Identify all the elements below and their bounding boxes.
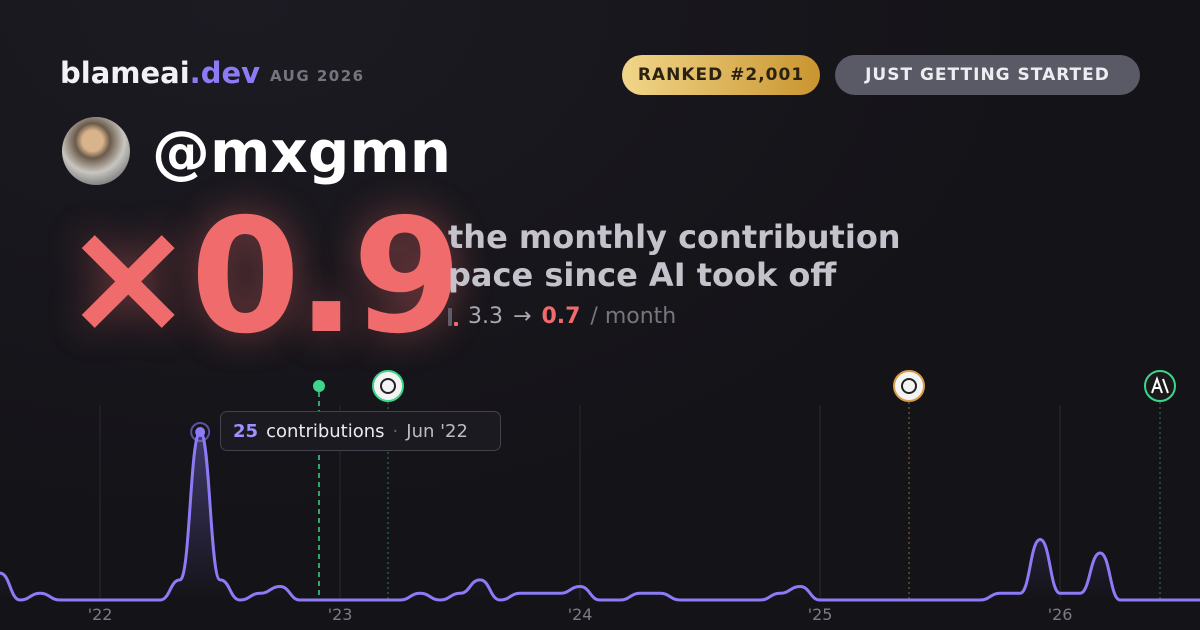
brand-name: blameai (60, 56, 190, 90)
x-tick-label: '24 (568, 605, 593, 624)
x-tick-label: '25 (808, 605, 833, 624)
openai-icon (372, 370, 404, 402)
pace-icon (448, 307, 458, 326)
anthropic-glyph (1151, 376, 1169, 394)
marker-dot (313, 380, 325, 392)
highlight-point (195, 427, 206, 437)
x-tick-label: '23 (328, 605, 353, 624)
date: AUG 2026 (270, 67, 365, 85)
brand-tld: .dev (189, 56, 261, 90)
tooltip-separator: · (392, 420, 399, 442)
brand: blameai.dev (60, 56, 260, 90)
status-badge: JUST GETTING STARTED (835, 55, 1140, 95)
avatar (62, 117, 130, 185)
line (0, 430, 1200, 602)
pace-after: 0.7 (541, 304, 581, 329)
description: the monthly contribution (448, 218, 901, 256)
openai-glyph (380, 378, 396, 394)
rank-badge: RANKED #2,001 (622, 55, 820, 95)
pace: 3.3 → 0.7 / month (448, 304, 676, 329)
multiplier: ×0.9 (62, 185, 462, 369)
pace-unit: / month (590, 304, 677, 329)
tooltip-label: contributions (266, 420, 385, 442)
tooltip-date: Jun '22 (406, 420, 468, 442)
pace-before: 3.3 (468, 304, 503, 329)
area (0, 432, 1200, 600)
handle: @mxgmn (152, 118, 452, 186)
tooltip: 25 contributions · Jun '22 (220, 411, 501, 451)
openai-glyph (901, 378, 917, 394)
description: pace since AI took off (448, 256, 837, 294)
x-tick-label: '26 (1048, 605, 1073, 624)
x-tick-label: '22 (88, 605, 113, 624)
openai-icon (893, 370, 925, 402)
event-markers (313, 370, 1176, 600)
highlight-ring (190, 422, 211, 442)
tooltip-value: 25 (233, 420, 259, 442)
pace-arrow: → (513, 304, 532, 329)
